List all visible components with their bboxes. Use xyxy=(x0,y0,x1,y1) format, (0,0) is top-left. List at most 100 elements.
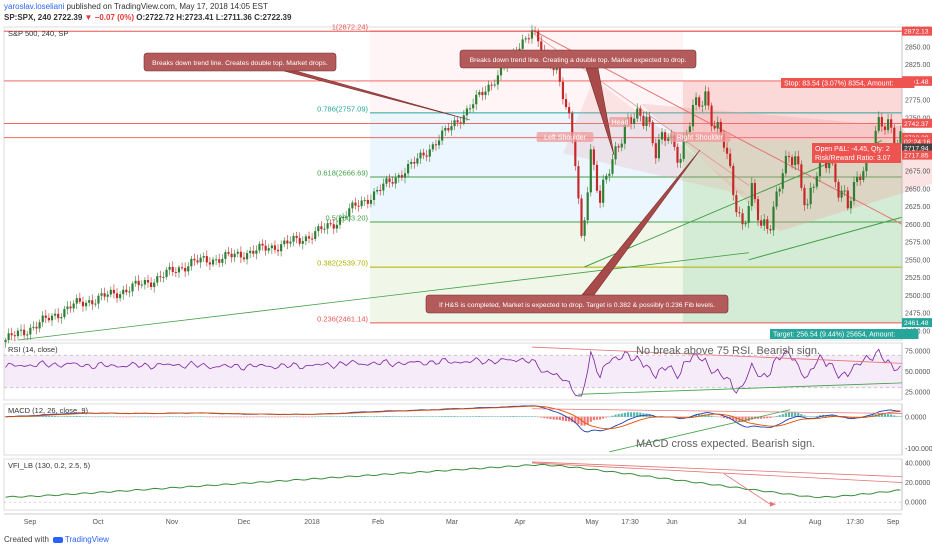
fib-tint-blue xyxy=(370,112,683,223)
macd-bar xyxy=(230,416,233,418)
macd-bar xyxy=(382,416,385,417)
candle-body xyxy=(533,30,537,32)
macd-bar xyxy=(478,416,481,417)
macd-bar xyxy=(32,416,35,417)
macd-bar xyxy=(725,416,729,419)
macd-bar xyxy=(75,415,78,417)
macd-bar xyxy=(357,416,360,417)
macd-bar xyxy=(862,416,865,417)
vfi-line xyxy=(5,463,901,499)
macd-bar xyxy=(323,416,326,417)
candle-body xyxy=(382,183,385,191)
pattern-label: Right Shoulder xyxy=(677,135,724,142)
candle-body xyxy=(478,92,481,95)
price-tick-label: 2775.00 xyxy=(905,98,930,105)
candle-body xyxy=(44,315,47,318)
candle-body xyxy=(732,165,735,196)
macd-bar xyxy=(524,416,527,417)
chart-publish-line: yaroslav.loseliani published on TradingV… xyxy=(4,2,268,11)
candle-body xyxy=(54,313,57,316)
macd-bar xyxy=(564,416,568,422)
macd-bar xyxy=(831,415,834,417)
candle-body xyxy=(379,190,382,192)
macd-bar xyxy=(800,414,803,417)
candle-body xyxy=(72,303,75,309)
candle-body xyxy=(193,258,196,261)
candle-body xyxy=(803,187,806,206)
candle-body xyxy=(267,248,270,251)
candle-body xyxy=(236,251,239,254)
candle-body xyxy=(472,104,475,109)
macd-bar xyxy=(320,416,323,417)
candle-body xyxy=(23,329,26,336)
macd-bar xyxy=(372,416,376,417)
candle-body xyxy=(366,199,369,204)
macd-bar xyxy=(72,416,75,417)
candle-body xyxy=(403,173,407,178)
macd-bar xyxy=(592,416,595,421)
macd-bar xyxy=(886,414,890,417)
candle-body xyxy=(298,237,301,244)
author-link[interactable]: yaroslav.loseliani xyxy=(4,2,65,11)
candle-body xyxy=(790,157,794,166)
macd-bar xyxy=(335,416,338,418)
candle-body xyxy=(555,67,558,71)
rsi-tick-label: 25.0000 xyxy=(905,389,930,396)
candle-body xyxy=(499,66,503,76)
macd-trendline-up xyxy=(609,409,791,453)
candle-body xyxy=(4,340,7,343)
candle-body xyxy=(608,173,611,176)
candle-body xyxy=(385,178,388,184)
macd-bar xyxy=(880,413,883,417)
macd-bar xyxy=(26,416,29,417)
candle-body xyxy=(218,259,221,263)
candle-body xyxy=(131,283,134,292)
macd-bar xyxy=(354,415,357,417)
macd-bar xyxy=(153,416,156,418)
candle-body xyxy=(797,156,800,165)
macd-bar xyxy=(119,416,122,418)
candle-body xyxy=(372,191,376,200)
candle-body xyxy=(301,241,304,244)
candle-body xyxy=(778,188,781,192)
x-tick-label: 17:30 xyxy=(621,519,639,526)
macd-bar xyxy=(255,416,258,418)
macd-bar xyxy=(63,416,66,417)
axis-price-tag xyxy=(902,26,932,36)
macd-bar xyxy=(784,413,787,417)
macd-bar xyxy=(871,414,874,417)
candle-body xyxy=(691,104,695,127)
x-tick-label: Oct xyxy=(93,519,104,526)
macd-bar xyxy=(242,416,246,418)
candle-body xyxy=(784,155,787,174)
macd-bar xyxy=(540,416,543,418)
candle-body xyxy=(447,127,450,131)
macd-bar xyxy=(642,413,645,417)
candle-body xyxy=(264,245,267,251)
candle-body xyxy=(487,84,490,92)
candle-body xyxy=(29,327,32,335)
macd-bar xyxy=(351,415,354,417)
candle-body xyxy=(326,223,329,229)
candle-body xyxy=(323,228,326,230)
candle-body xyxy=(150,282,153,287)
candle-body xyxy=(521,39,524,49)
macd-bar xyxy=(122,416,125,418)
macd-bar xyxy=(611,415,614,417)
macd-bar xyxy=(94,416,97,418)
x-tick-label: Apr xyxy=(515,519,527,526)
tradingview-brand-link[interactable]: TradingView xyxy=(64,535,109,544)
vfi-pane-title: VFI_LB (130, 0.2, 2.5, 5) xyxy=(8,461,91,470)
candle-body xyxy=(763,219,766,226)
candle-body xyxy=(345,216,348,218)
candle-body xyxy=(676,146,679,163)
macd-bar xyxy=(428,416,431,417)
macd-bar xyxy=(450,416,453,417)
symbol-label[interactable]: SP:SPX, 240 xyxy=(4,13,52,22)
candle-body xyxy=(425,155,428,157)
macd-bar xyxy=(177,416,181,418)
axis-price-text: 2872.13 xyxy=(904,29,929,36)
macd-bar xyxy=(586,416,589,425)
candle-body xyxy=(32,326,35,328)
